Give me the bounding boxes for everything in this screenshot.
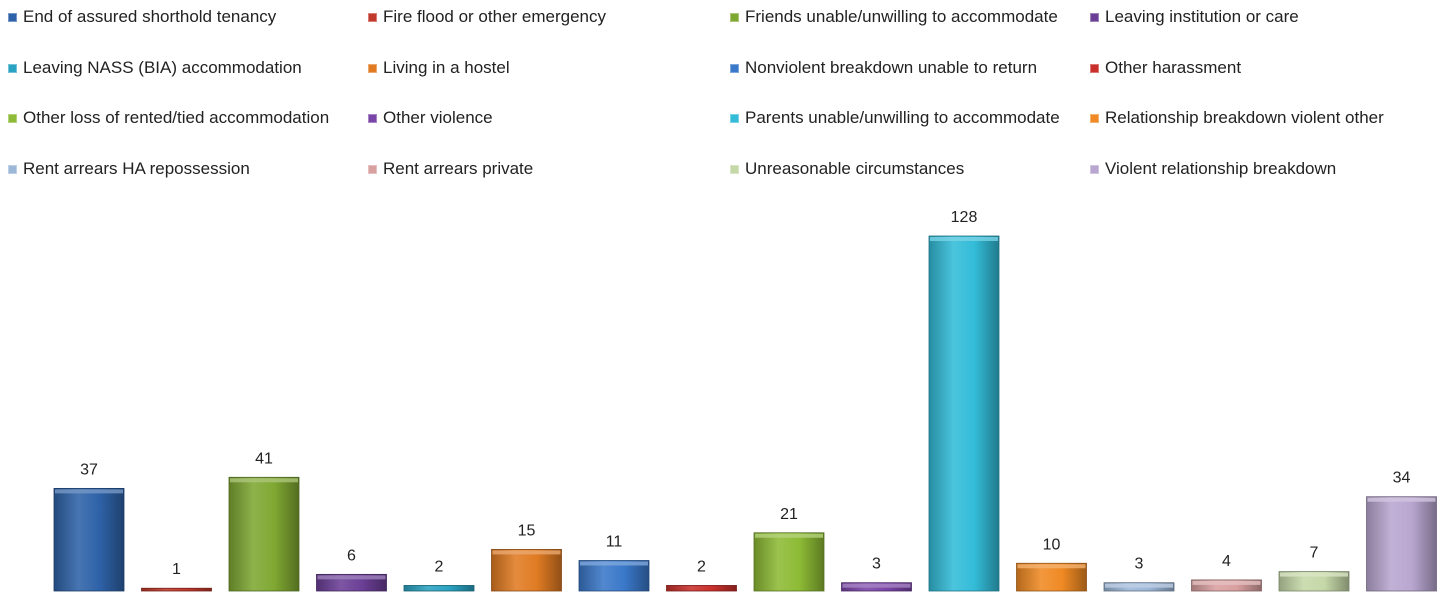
bar-highlight [1017, 564, 1086, 569]
bar-value-label: 6 [347, 547, 356, 564]
bar-value-label: 4 [1222, 553, 1231, 570]
bar [228, 476, 300, 592]
bar-value-label: 41 [255, 450, 273, 467]
bar-value-label: 34 [1393, 470, 1411, 487]
bar-highlight [1280, 572, 1348, 577]
bar-highlight [230, 478, 298, 483]
bar [403, 585, 475, 592]
legend-item: Living in a hostel [368, 57, 510, 79]
legend-label: Living in a hostel [383, 58, 510, 77]
legend-swatch [368, 63, 377, 73]
bar-highlight [842, 583, 911, 588]
chart-legend: End of assured shorthold tenancy Fire flo… [0, 0, 1448, 200]
bar-highlight [755, 533, 823, 538]
legend-label: Nonviolent breakdown unable to return [745, 58, 1038, 77]
bar-highlight [580, 561, 648, 566]
bar-value-label: 7 [1310, 545, 1319, 562]
legend-item: Unreasonable circumstances [730, 158, 964, 180]
bar-highlight [1192, 580, 1261, 585]
legend-item: Fire flood or other emergency [368, 6, 606, 28]
bar-highlight [930, 237, 998, 241]
bar-value-label: 37 [80, 461, 98, 478]
bar-value-label: 2 [697, 558, 706, 575]
legend-item: Leaving institution or care [1090, 6, 1299, 28]
bar [1366, 496, 1437, 592]
bar [578, 560, 650, 592]
legend-item: Other harassment [1090, 57, 1241, 79]
legend-swatch [368, 12, 377, 22]
bar [53, 487, 125, 592]
bar-highlight [492, 550, 561, 555]
legend-label: Violent relationship breakdown [1105, 159, 1337, 178]
legend-item: Nonviolent breakdown unable to return [730, 57, 1037, 79]
bar-value-label: 1 [172, 561, 181, 578]
legend-swatch [1090, 63, 1099, 73]
legend-swatch [730, 63, 739, 73]
legend-item: Parents unable/unwilling to accommodate [730, 107, 1060, 129]
legend-item: Friends unable/unwilling to accommodate [730, 6, 1058, 28]
legend-item: End of assured shorthold tenancy [8, 6, 276, 28]
bar-value-label: 3 [1135, 556, 1144, 573]
legend-label: Other loss of rented/tied accommodation [23, 108, 330, 127]
legend-item: Violent relationship breakdown [1090, 158, 1336, 180]
legend-swatch [730, 113, 739, 123]
legend-item: Relationship breakdown violent other [1090, 107, 1384, 129]
legend-swatch [8, 63, 17, 73]
legend-label: Rent arrears HA repossession [23, 159, 250, 178]
bar [491, 548, 562, 592]
bar-highlight [317, 575, 386, 580]
legend-label: Other harassment [1105, 58, 1242, 77]
legend-swatch [8, 164, 17, 174]
bar-highlight [1105, 583, 1173, 588]
legend-swatch [8, 12, 17, 22]
legend-swatch [1090, 113, 1099, 123]
legend-label: Unreasonable circumstances [745, 159, 965, 178]
legend-label: Parents unable/unwilling to accommodate [745, 108, 1060, 127]
legend-swatch [730, 164, 739, 174]
legend-swatch [1090, 164, 1099, 174]
bar-highlight [55, 489, 123, 494]
legend-label: Friends unable/unwilling to accommodate [745, 7, 1058, 26]
bar-value-label: 21 [780, 506, 798, 523]
legend-label: Relationship breakdown violent other [1105, 108, 1384, 127]
legend-swatch [1090, 12, 1099, 22]
legend-label: Other violence [383, 108, 493, 127]
legend-label: End of assured shorthold tenancy [23, 7, 277, 26]
legend-swatch [368, 164, 377, 174]
bar-value-label: 15 [518, 522, 536, 539]
legend-swatch [368, 113, 377, 123]
legend-item: Other loss of rented/tied accommodation [8, 107, 329, 129]
bar-value-label: 11 [606, 533, 623, 550]
bar-value-label: 2 [435, 558, 444, 575]
legend-item: Other violence [368, 107, 493, 129]
legend-item: Rent arrears HA repossession [8, 158, 250, 180]
legend-label: Rent arrears private [383, 159, 534, 178]
bar [141, 587, 212, 592]
bar [753, 532, 825, 592]
bar [928, 235, 1000, 592]
bar-highlight [1367, 497, 1436, 502]
legend-label: Fire flood or other emergency [383, 7, 606, 26]
bar-value-label: 3 [872, 556, 881, 573]
legend-swatch [8, 113, 17, 123]
legend-item: Rent arrears private [368, 158, 533, 180]
legend-swatch [730, 12, 739, 22]
bar [666, 585, 737, 592]
bar-value-label: 10 [1043, 536, 1061, 553]
legend-label: Leaving NASS (BIA) accommodation [23, 58, 302, 77]
bar [1191, 579, 1262, 592]
legend-item: Leaving NASS (BIA) accommodation [8, 57, 302, 79]
legend-label: Leaving institution or care [1105, 7, 1299, 26]
bar-value-label: 128 [951, 209, 978, 226]
